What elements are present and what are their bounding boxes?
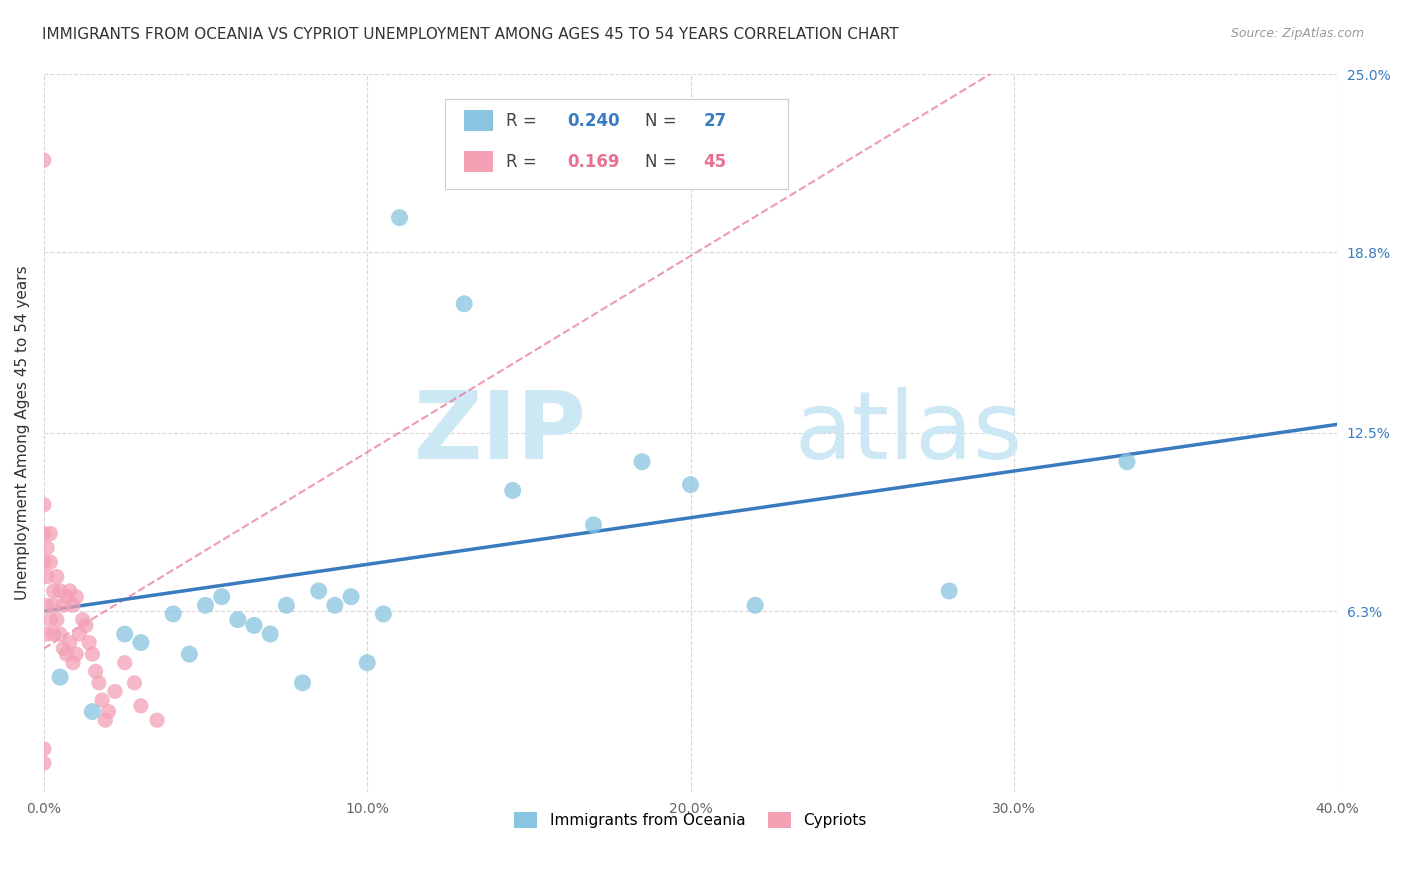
Point <box>226 613 249 627</box>
Point <box>32 742 55 756</box>
Point <box>62 656 84 670</box>
Legend: Immigrants from Oceania, Cypriots: Immigrants from Oceania, Cypriots <box>509 806 873 835</box>
Point <box>453 297 475 311</box>
Point <box>37 569 59 583</box>
Point <box>129 698 152 713</box>
Point <box>82 705 104 719</box>
Point <box>42 627 65 641</box>
Text: 0.240: 0.240 <box>568 112 620 129</box>
Point <box>37 627 59 641</box>
FancyBboxPatch shape <box>444 99 787 189</box>
Point <box>340 590 363 604</box>
Point <box>1116 455 1139 469</box>
Text: N =: N = <box>645 112 676 129</box>
Point <box>291 676 314 690</box>
Point <box>84 665 107 679</box>
Point <box>582 517 605 532</box>
Text: 45: 45 <box>703 153 727 170</box>
Point <box>114 656 136 670</box>
Point <box>356 656 378 670</box>
Point <box>65 590 87 604</box>
Point <box>32 555 55 569</box>
Text: Source: ZipAtlas.com: Source: ZipAtlas.com <box>1230 27 1364 40</box>
Point <box>65 647 87 661</box>
Point <box>39 555 62 569</box>
Point <box>259 627 281 641</box>
Point <box>77 635 100 649</box>
Point <box>52 641 75 656</box>
Point <box>32 153 55 168</box>
Point <box>97 705 120 719</box>
Point <box>37 599 59 613</box>
Point <box>631 455 654 469</box>
Point <box>69 627 91 641</box>
Text: 0.169: 0.169 <box>568 153 620 170</box>
Point <box>276 599 298 613</box>
Text: R =: R = <box>506 153 536 170</box>
Point <box>91 693 114 707</box>
Point <box>45 569 67 583</box>
FancyBboxPatch shape <box>464 151 492 172</box>
Point <box>49 670 72 684</box>
Point <box>59 583 82 598</box>
Point <box>179 647 201 661</box>
Point <box>373 607 395 621</box>
Point <box>49 583 72 598</box>
Point <box>37 541 59 555</box>
Point <box>39 526 62 541</box>
Point <box>502 483 524 498</box>
Point <box>42 599 65 613</box>
Point <box>72 613 94 627</box>
Point <box>323 599 346 613</box>
Point <box>938 583 960 598</box>
Point <box>82 647 104 661</box>
Point <box>55 647 77 661</box>
Text: IMMIGRANTS FROM OCEANIA VS CYPRIOT UNEMPLOYMENT AMONG AGES 45 TO 54 YEARS CORREL: IMMIGRANTS FROM OCEANIA VS CYPRIOT UNEMP… <box>42 27 898 42</box>
Point <box>194 599 217 613</box>
Text: N =: N = <box>645 153 676 170</box>
Text: R =: R = <box>506 112 536 129</box>
Point <box>45 613 67 627</box>
Point <box>104 684 127 698</box>
Point <box>32 756 55 771</box>
Point <box>49 627 72 641</box>
Point <box>308 583 330 598</box>
Point <box>211 590 233 604</box>
Point <box>679 477 702 491</box>
Point <box>162 607 184 621</box>
Point <box>744 599 766 613</box>
Point <box>129 635 152 649</box>
Point <box>39 613 62 627</box>
Point <box>75 618 97 632</box>
Point <box>94 713 117 727</box>
Point <box>55 590 77 604</box>
Point <box>388 211 411 225</box>
Text: ZIP: ZIP <box>415 387 588 479</box>
Point <box>32 498 55 512</box>
Point <box>42 583 65 598</box>
Point <box>52 599 75 613</box>
FancyBboxPatch shape <box>464 110 492 131</box>
Point <box>114 627 136 641</box>
Point <box>146 713 169 727</box>
Text: atlas: atlas <box>794 387 1022 479</box>
Point <box>32 526 55 541</box>
Point <box>59 635 82 649</box>
Point <box>243 618 266 632</box>
Text: 27: 27 <box>703 112 727 129</box>
Point <box>124 676 146 690</box>
Y-axis label: Unemployment Among Ages 45 to 54 years: Unemployment Among Ages 45 to 54 years <box>15 266 30 600</box>
Point <box>62 599 84 613</box>
Point <box>87 676 110 690</box>
